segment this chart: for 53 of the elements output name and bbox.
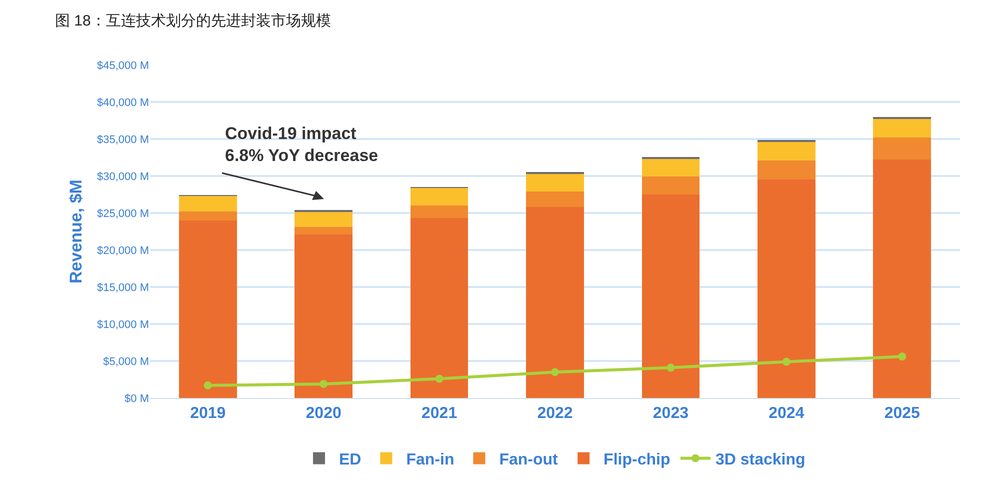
bar <box>410 188 468 206</box>
bar <box>178 196 237 212</box>
bar <box>873 118 932 138</box>
bar <box>294 212 352 228</box>
chart-title: 图 18：互连技术划分的先进封装市场规模 <box>55 12 331 30</box>
bar <box>642 158 700 177</box>
bar <box>526 192 584 208</box>
legend-label: Fan-out <box>499 451 559 468</box>
x-tick-label: 2019 <box>190 405 226 422</box>
x-tick-label: 2022 <box>537 405 573 422</box>
point <box>782 358 790 366</box>
y-tick-label: $20,000 M <box>97 244 149 257</box>
x-tick-label: 2025 <box>884 405 920 422</box>
y-tick-label: $15,000 M <box>97 282 149 294</box>
y-tick-label: $35,000 M <box>97 134 149 146</box>
y-tick-label: $40,000 M <box>97 96 149 109</box>
point <box>666 364 675 372</box>
y-tick-label: $5,000 M <box>103 356 149 368</box>
bar <box>758 180 816 398</box>
x-tick-label: 2024 <box>768 405 804 422</box>
bar <box>410 206 468 218</box>
annotation: Covid-19 impact 6.8% YoY decrease <box>225 124 378 166</box>
point <box>435 374 444 383</box>
y-axis-title: Revenue, $M <box>66 180 86 284</box>
y-tick-label: $10,000 M <box>97 318 149 331</box>
bar <box>178 212 237 220</box>
bar <box>873 138 932 160</box>
bar <box>294 234 352 398</box>
bar <box>294 227 352 234</box>
y-tick-label: $25,000 M <box>97 208 149 220</box>
bar <box>526 207 584 398</box>
y-tick-label: $45,000 M <box>97 60 149 72</box>
legend-label: Flip-chip <box>604 451 670 468</box>
bar <box>642 176 700 194</box>
point <box>898 352 906 361</box>
bar <box>758 160 816 180</box>
bar <box>410 218 468 398</box>
bar <box>178 220 237 398</box>
x-tick-label: 2023 <box>652 405 689 422</box>
legend-label: Fan-in <box>406 451 454 468</box>
point <box>204 381 212 390</box>
y-tick-label: $0 M <box>124 392 149 405</box>
legend-label: ED <box>339 451 362 468</box>
point <box>320 380 328 388</box>
y-tick-label: $30,000 M <box>97 170 149 183</box>
x-tick-label: 2021 <box>421 405 458 422</box>
bar <box>526 173 584 192</box>
point <box>551 368 559 376</box>
bar <box>642 194 700 398</box>
x-tick-label: 2020 <box>306 405 342 422</box>
legend-label: 3D stacking <box>715 451 806 468</box>
bar <box>873 160 932 398</box>
bar <box>758 141 816 160</box>
